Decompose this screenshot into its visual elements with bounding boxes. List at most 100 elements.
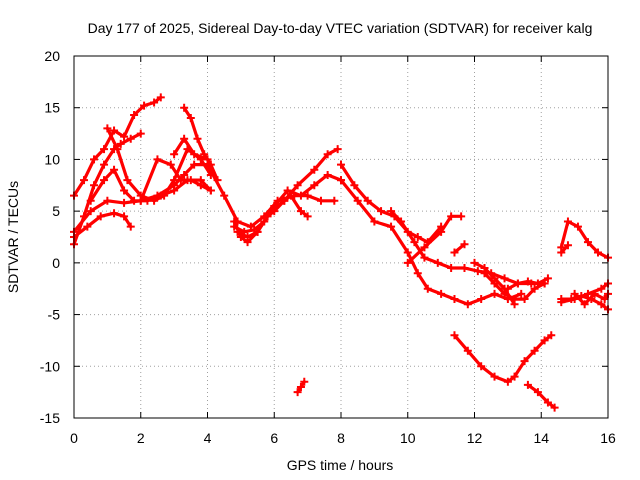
data-point — [150, 196, 159, 205]
data-point — [573, 222, 582, 231]
data-point — [350, 181, 359, 190]
data-point — [160, 191, 169, 200]
data-point — [120, 186, 129, 195]
data-point — [490, 372, 499, 381]
data-point — [110, 165, 119, 174]
grid — [74, 56, 608, 418]
data-point — [583, 238, 592, 247]
data-point — [510, 372, 519, 381]
data-point — [96, 212, 105, 221]
series-sat-m — [233, 191, 312, 241]
data-point — [310, 181, 319, 190]
series-line — [72, 211, 133, 239]
data-point — [280, 196, 289, 205]
data-point — [330, 196, 339, 205]
data-point — [243, 233, 252, 241]
data-point — [460, 264, 469, 273]
data-point — [533, 388, 542, 397]
data-point — [296, 382, 305, 391]
x-tick-label: 12 — [467, 430, 483, 446]
data-point — [447, 264, 456, 273]
data-point — [253, 227, 262, 236]
tick-labels: 0 2 4 6 8 10 12 14 16 20 15 10 5 0 -5 -10 -15 — [40, 48, 616, 446]
x-tick-label: 14 — [533, 430, 549, 446]
x-tick-label: 2 — [137, 430, 145, 446]
data-point — [500, 274, 509, 283]
data-point — [193, 134, 202, 143]
series-sat-g — [136, 155, 215, 205]
data-point — [473, 267, 482, 276]
series-line — [406, 214, 463, 265]
data-point — [190, 150, 199, 159]
data-point — [403, 248, 412, 257]
data-point — [150, 98, 159, 107]
data-point — [423, 284, 432, 293]
data-point — [450, 331, 459, 340]
data-point — [513, 279, 522, 288]
data-point — [413, 269, 422, 278]
series-line — [232, 147, 340, 244]
data-point — [523, 277, 532, 286]
data-point — [300, 377, 309, 386]
data-point — [170, 186, 179, 195]
data-point — [303, 191, 312, 200]
chart-title: Day 177 of 2025, Sidereal Day-to-day VTE… — [88, 20, 593, 36]
data-point — [136, 129, 145, 138]
axis-ticks — [73, 55, 609, 419]
data-point — [103, 124, 112, 133]
data-point — [180, 103, 189, 112]
y-tick-label: 5 — [52, 203, 60, 219]
series-sat-j — [203, 160, 339, 231]
series-sat-s — [450, 240, 469, 257]
data-point — [166, 160, 175, 169]
y-tick-label: -5 — [48, 307, 61, 323]
data-point — [563, 217, 572, 226]
data-point — [263, 212, 272, 221]
data-point — [517, 289, 526, 298]
series-sat-x — [523, 380, 559, 412]
data-point — [593, 248, 602, 257]
series-line — [526, 383, 557, 410]
x-axis-label: GPS time / hours — [287, 457, 394, 473]
data-point — [563, 241, 572, 250]
data-point — [463, 300, 472, 309]
y-tick-label: 20 — [44, 48, 60, 64]
series-sat-r — [403, 212, 466, 267]
data-point — [120, 198, 129, 207]
series-line — [452, 242, 467, 255]
data-point — [540, 336, 549, 345]
data-point — [120, 212, 129, 221]
data-point — [180, 134, 189, 143]
series-sat-o — [337, 160, 446, 247]
data-point — [100, 145, 109, 154]
data-point — [450, 295, 459, 304]
series-sat-ab — [557, 279, 612, 307]
data-point — [597, 300, 606, 309]
data-point — [126, 222, 135, 231]
data-point — [206, 186, 215, 195]
data-point — [123, 176, 132, 185]
data-point — [450, 248, 459, 257]
data-point — [480, 269, 489, 278]
data-point — [90, 181, 99, 190]
series-line — [232, 173, 343, 234]
data-point — [580, 300, 589, 309]
data-point — [316, 196, 325, 205]
data-point — [570, 289, 579, 298]
data-point — [116, 139, 125, 148]
data-point — [437, 227, 446, 236]
data-point — [180, 170, 189, 179]
data-point — [186, 114, 195, 123]
data-point — [370, 217, 379, 226]
data-point — [110, 126, 119, 135]
data-point — [533, 279, 542, 288]
data-point — [233, 227, 242, 236]
data-point — [403, 258, 412, 267]
data-point — [470, 258, 479, 267]
data-point — [103, 196, 112, 205]
series-sat-n — [293, 377, 309, 397]
data-point — [203, 160, 212, 169]
data-point — [293, 388, 302, 397]
data-point — [520, 357, 529, 366]
data-point — [377, 207, 386, 216]
